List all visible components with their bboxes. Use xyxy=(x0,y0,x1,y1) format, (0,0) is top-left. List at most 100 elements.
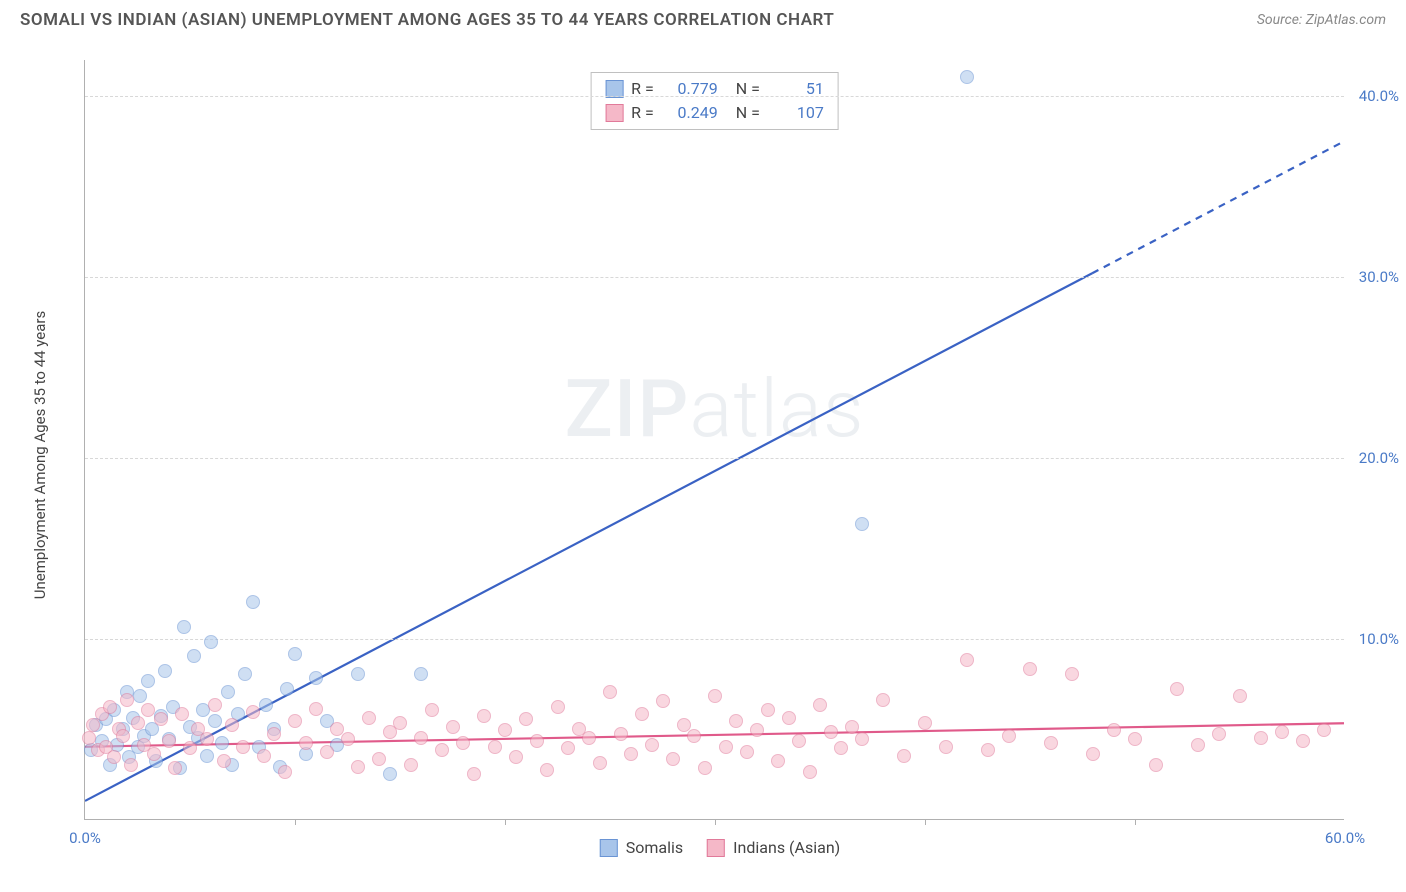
data-point xyxy=(225,718,239,732)
data-point xyxy=(467,767,481,781)
data-point xyxy=(855,517,869,531)
data-point xyxy=(414,667,428,681)
data-point xyxy=(624,747,638,761)
data-point xyxy=(750,723,764,737)
n-value: 107 xyxy=(768,101,824,125)
data-point xyxy=(698,761,712,775)
data-point xyxy=(1233,689,1247,703)
data-point xyxy=(456,736,470,750)
data-point xyxy=(498,723,512,737)
data-point xyxy=(782,711,796,725)
data-point xyxy=(834,741,848,755)
data-point xyxy=(141,703,155,717)
legend-swatch xyxy=(600,839,618,857)
data-point xyxy=(1296,734,1310,748)
data-point xyxy=(488,740,502,754)
data-point xyxy=(435,743,449,757)
data-point xyxy=(175,707,189,721)
data-point xyxy=(687,729,701,743)
data-point xyxy=(477,709,491,723)
data-point xyxy=(82,731,96,745)
data-point xyxy=(204,635,218,649)
data-point xyxy=(299,736,313,750)
data-point xyxy=(1212,727,1226,741)
data-point xyxy=(540,763,554,777)
data-point xyxy=(845,720,859,734)
data-point xyxy=(771,754,785,768)
data-point xyxy=(603,685,617,699)
data-point xyxy=(221,685,235,699)
data-point xyxy=(288,714,302,728)
correlation-row: R =0.779N =51 xyxy=(605,77,824,101)
data-point xyxy=(404,758,418,772)
r-value: 0.779 xyxy=(662,77,718,101)
data-point xyxy=(238,667,252,681)
data-point xyxy=(761,703,775,717)
data-point xyxy=(351,760,365,774)
data-point xyxy=(939,740,953,754)
data-point xyxy=(309,671,323,685)
r-label: R = xyxy=(631,77,654,101)
data-point xyxy=(509,750,523,764)
data-point xyxy=(981,743,995,757)
data-point xyxy=(208,714,222,728)
data-point xyxy=(246,705,260,719)
data-point xyxy=(1107,723,1121,737)
gridline xyxy=(85,639,1344,640)
data-point xyxy=(635,707,649,721)
watermark: ZIPatlas xyxy=(565,362,865,456)
data-point xyxy=(162,734,176,748)
x-tick-label: 60.0% xyxy=(1325,829,1365,847)
y-tick-label: 30.0% xyxy=(1359,268,1399,286)
data-point xyxy=(120,693,134,707)
data-point xyxy=(103,700,117,714)
legend-swatch xyxy=(605,104,623,122)
legend-swatch xyxy=(707,839,725,857)
x-tick xyxy=(295,819,296,825)
series-legend: Somalis Indians (Asian) xyxy=(600,838,840,857)
data-point xyxy=(1044,736,1058,750)
n-label: N = xyxy=(736,101,760,125)
data-point xyxy=(351,667,365,681)
y-axis-label: Unemployment Among Ages 35 to 44 years xyxy=(31,311,49,599)
data-point xyxy=(561,741,575,755)
r-label: R = xyxy=(631,101,654,125)
data-point xyxy=(897,749,911,763)
y-tick-label: 10.0% xyxy=(1359,630,1399,648)
data-point xyxy=(246,595,260,609)
data-point xyxy=(133,689,147,703)
data-point xyxy=(383,767,397,781)
data-point xyxy=(278,765,292,779)
data-point xyxy=(792,734,806,748)
data-point xyxy=(183,741,197,755)
data-point xyxy=(414,731,428,745)
r-value: 0.249 xyxy=(662,101,718,125)
data-point xyxy=(645,738,659,752)
data-point xyxy=(708,689,722,703)
gridline xyxy=(85,96,1344,97)
data-point xyxy=(1149,758,1163,772)
legend-item: Indians (Asian) xyxy=(707,838,840,857)
data-point xyxy=(280,682,294,696)
x-tick xyxy=(715,819,716,825)
data-point xyxy=(824,725,838,739)
legend-label: Somalis xyxy=(626,838,683,857)
data-point xyxy=(177,620,191,634)
data-point xyxy=(309,702,323,716)
data-point xyxy=(1086,747,1100,761)
n-value: 51 xyxy=(768,77,824,101)
data-point xyxy=(960,70,974,84)
y-tick-label: 20.0% xyxy=(1359,449,1399,467)
correlation-row: R = 0.249 N = 107 xyxy=(605,101,824,125)
data-point xyxy=(267,727,281,741)
data-point xyxy=(960,653,974,667)
data-point xyxy=(614,727,628,741)
data-point xyxy=(1023,662,1037,676)
data-point xyxy=(1275,725,1289,739)
data-point xyxy=(593,756,607,770)
data-point xyxy=(740,745,754,759)
trend-lines-svg xyxy=(85,60,1344,819)
data-point xyxy=(918,716,932,730)
gridline xyxy=(85,277,1344,278)
data-point xyxy=(813,698,827,712)
